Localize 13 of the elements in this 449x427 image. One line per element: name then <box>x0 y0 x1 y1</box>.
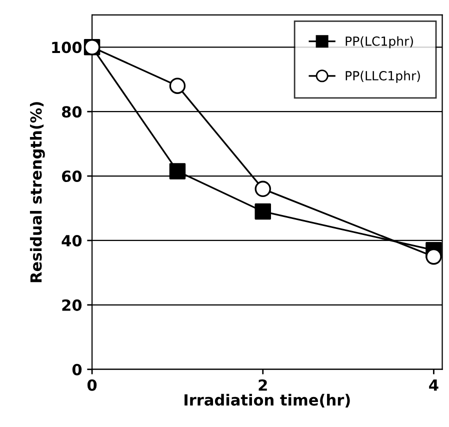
y-tick-label: 80 <box>62 106 82 118</box>
legend-label: PP(LLC1phr) <box>346 70 420 83</box>
x-axis-title: Irradiation time(hr) <box>184 394 350 408</box>
y-tick-label: 40 <box>62 234 82 246</box>
y-tick-label: 20 <box>62 299 82 311</box>
legend-label: PP(LC1phr) <box>346 36 413 48</box>
y-tick-label: 100 <box>52 42 82 54</box>
y-tick-label: 60 <box>62 170 82 182</box>
x-tick-label: 0 <box>87 379 97 391</box>
x-tick-label: 2 <box>258 379 267 391</box>
y-axis-title: Residual strength(%) <box>30 102 45 282</box>
x-tick-label: 4 <box>429 380 438 391</box>
y-tick-label: 0 <box>72 364 82 376</box>
